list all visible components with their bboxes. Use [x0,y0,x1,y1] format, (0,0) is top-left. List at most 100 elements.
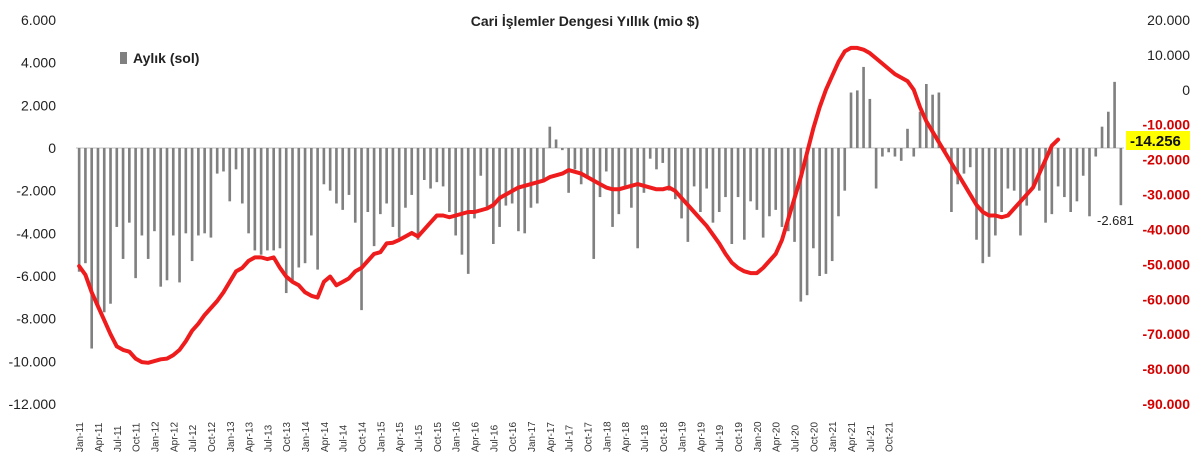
bar [266,148,269,251]
right-tick-label: -40.000 [1143,221,1191,237]
left-tick-label: 6.000 [21,12,56,28]
bar [630,148,633,208]
right-tick-label: -60.000 [1143,291,1191,307]
bar [203,148,206,234]
bar [573,148,577,170]
x-tick-label: Apr-21 [847,422,858,452]
bar [749,148,752,202]
bar [1019,148,1022,236]
x-tick-label: Apr-13 [245,422,256,452]
bar [353,148,357,223]
bar [134,148,137,279]
bar [372,148,376,247]
bar [90,148,94,349]
left-tick-label: -10.000 [9,353,57,369]
bar [253,148,257,251]
bar [667,148,671,191]
bar [912,148,916,157]
x-tick-label: Jul-19 [715,424,726,452]
bar [234,148,238,170]
bar [535,148,539,204]
x-tick-label: Oct-20 [809,422,820,452]
left-tick-label: -4.000 [16,225,56,241]
bar [140,148,144,236]
bar [316,148,319,270]
bar [165,148,169,281]
bar [341,148,345,210]
bar [416,148,420,240]
x-tick-label: Jul-17 [565,424,576,452]
bar [975,148,978,240]
x-tick-label: Apr-18 [621,422,632,452]
bar [454,148,457,236]
left-tick-label: -8.000 [16,311,56,327]
left-tick-label: 4.000 [21,55,56,71]
bar [479,148,483,176]
bar [724,148,727,198]
bar [617,148,621,215]
bar [240,148,244,204]
bar [1006,148,1010,189]
bar [347,148,351,195]
left-tick-label: 0 [48,140,56,156]
x-tick-label: Jul-18 [640,424,651,452]
bar [1050,148,1054,215]
bar [485,148,489,210]
bar [441,148,445,187]
bar [1088,148,1091,217]
bar [623,148,627,189]
legend: Aylık (sol) [120,50,199,66]
bar [542,148,545,180]
x-tick-label: Oct-16 [508,422,519,452]
bar [171,148,175,236]
bar [604,148,608,172]
x-axis: Jan-11 Apr-11 Jul-11 Oct-11 Jan-12 Apr-12 Jul-… [75,421,896,452]
bar [109,148,112,304]
x-tick-label: Oct-13 [282,422,293,452]
bar [222,148,225,172]
bar [492,148,495,244]
x-tick-label: Apr-19 [696,422,707,452]
bar [893,148,897,157]
x-tick-label: Apr-16 [470,422,481,452]
bar [297,148,301,268]
right-tick-label: 20.000 [1147,12,1190,28]
bar [197,148,200,236]
bar [730,148,734,244]
x-tick-label: Jan-14 [301,421,312,452]
bar [868,98,872,148]
bar [931,94,934,148]
bar [184,148,188,234]
bar [153,148,156,232]
x-tick-label: Jan-16 [452,421,463,452]
bar [410,148,414,195]
bar [761,148,765,238]
x-tick-label: Jan-13 [226,421,237,452]
bar [981,148,985,264]
right-axis: 20.000 10.000 0 -10.000 -20.000 -30.000 -40.00… [1143,12,1191,412]
bar [994,148,997,236]
bar [937,92,941,148]
bar [743,148,746,240]
x-tick-label: Jul-21 [866,424,877,452]
bar [579,148,583,185]
bar [1025,148,1029,206]
right-tick-label: -10.000 [1143,117,1191,133]
bar [780,148,784,227]
left-tick-label: -12.000 [9,396,57,412]
x-tick-label: Apr-20 [772,422,783,452]
right-tick-label: -80.000 [1143,361,1191,377]
x-tick-label: Apr-12 [169,422,180,452]
bar [699,148,702,212]
bar [1069,148,1072,212]
x-tick-label: Jan-20 [753,421,764,452]
x-tick-label: Jan-12 [150,421,161,452]
bar [385,148,388,204]
bar [259,148,263,255]
bar [159,148,163,287]
bar [215,148,219,174]
bar [962,148,966,174]
bar [335,148,338,204]
x-tick-label: Apr-15 [395,422,406,452]
